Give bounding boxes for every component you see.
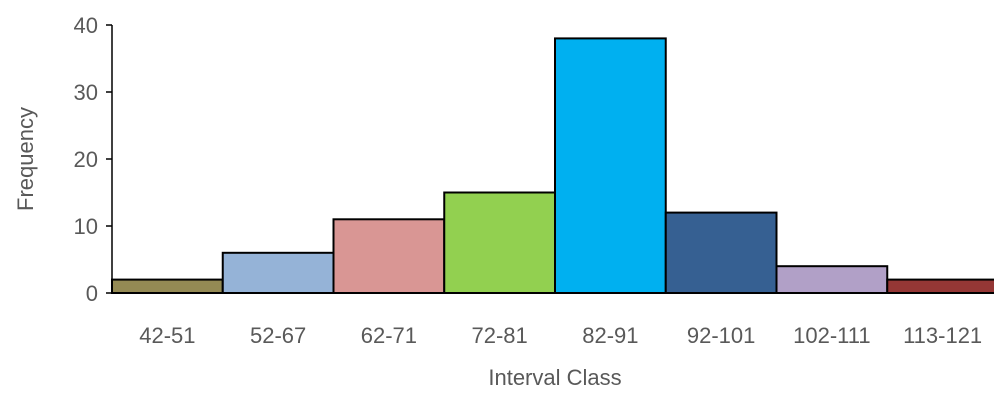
bar-62-71 — [332, 218, 446, 294]
bar-82-91 — [554, 37, 667, 295]
bars-layer — [111, 37, 994, 295]
x-tick-label: 113-121 — [903, 323, 982, 348]
y-tick-label: 10 — [74, 214, 98, 239]
x-tick-label: 72-81 — [471, 323, 527, 348]
x-tick-label: 52-67 — [250, 323, 306, 348]
y-tick-label: 40 — [74, 13, 98, 38]
x-axis-title: Interval Class — [488, 365, 621, 390]
y-axis-title: Frequency — [13, 107, 38, 211]
bar-102-111 — [775, 265, 889, 295]
x-tick-label: 62-71 — [361, 323, 417, 348]
x-tick-label: 102-111 — [793, 323, 870, 348]
bar-52-67 — [221, 251, 335, 295]
y-tick-label: 0 — [86, 281, 98, 306]
x-tick-label: 92-101 — [687, 323, 756, 348]
bar-72-81 — [443, 191, 556, 294]
y-tick-label: 20 — [74, 147, 98, 172]
x-tick-label: 42-51 — [139, 323, 195, 348]
y-tick-label: 30 — [74, 80, 98, 105]
y-tick-labels: 0 10 20 30 40 — [74, 13, 112, 306]
x-tick-labels: 42-51 52-67 62-71 72-81 82-91 92-101 102-111 11… — [139, 323, 982, 348]
bar-113-121 — [886, 278, 994, 295]
bar-92-101 — [664, 211, 778, 295]
x-tick-label: 82-91 — [582, 323, 638, 348]
bar-42-51 — [111, 278, 224, 295]
